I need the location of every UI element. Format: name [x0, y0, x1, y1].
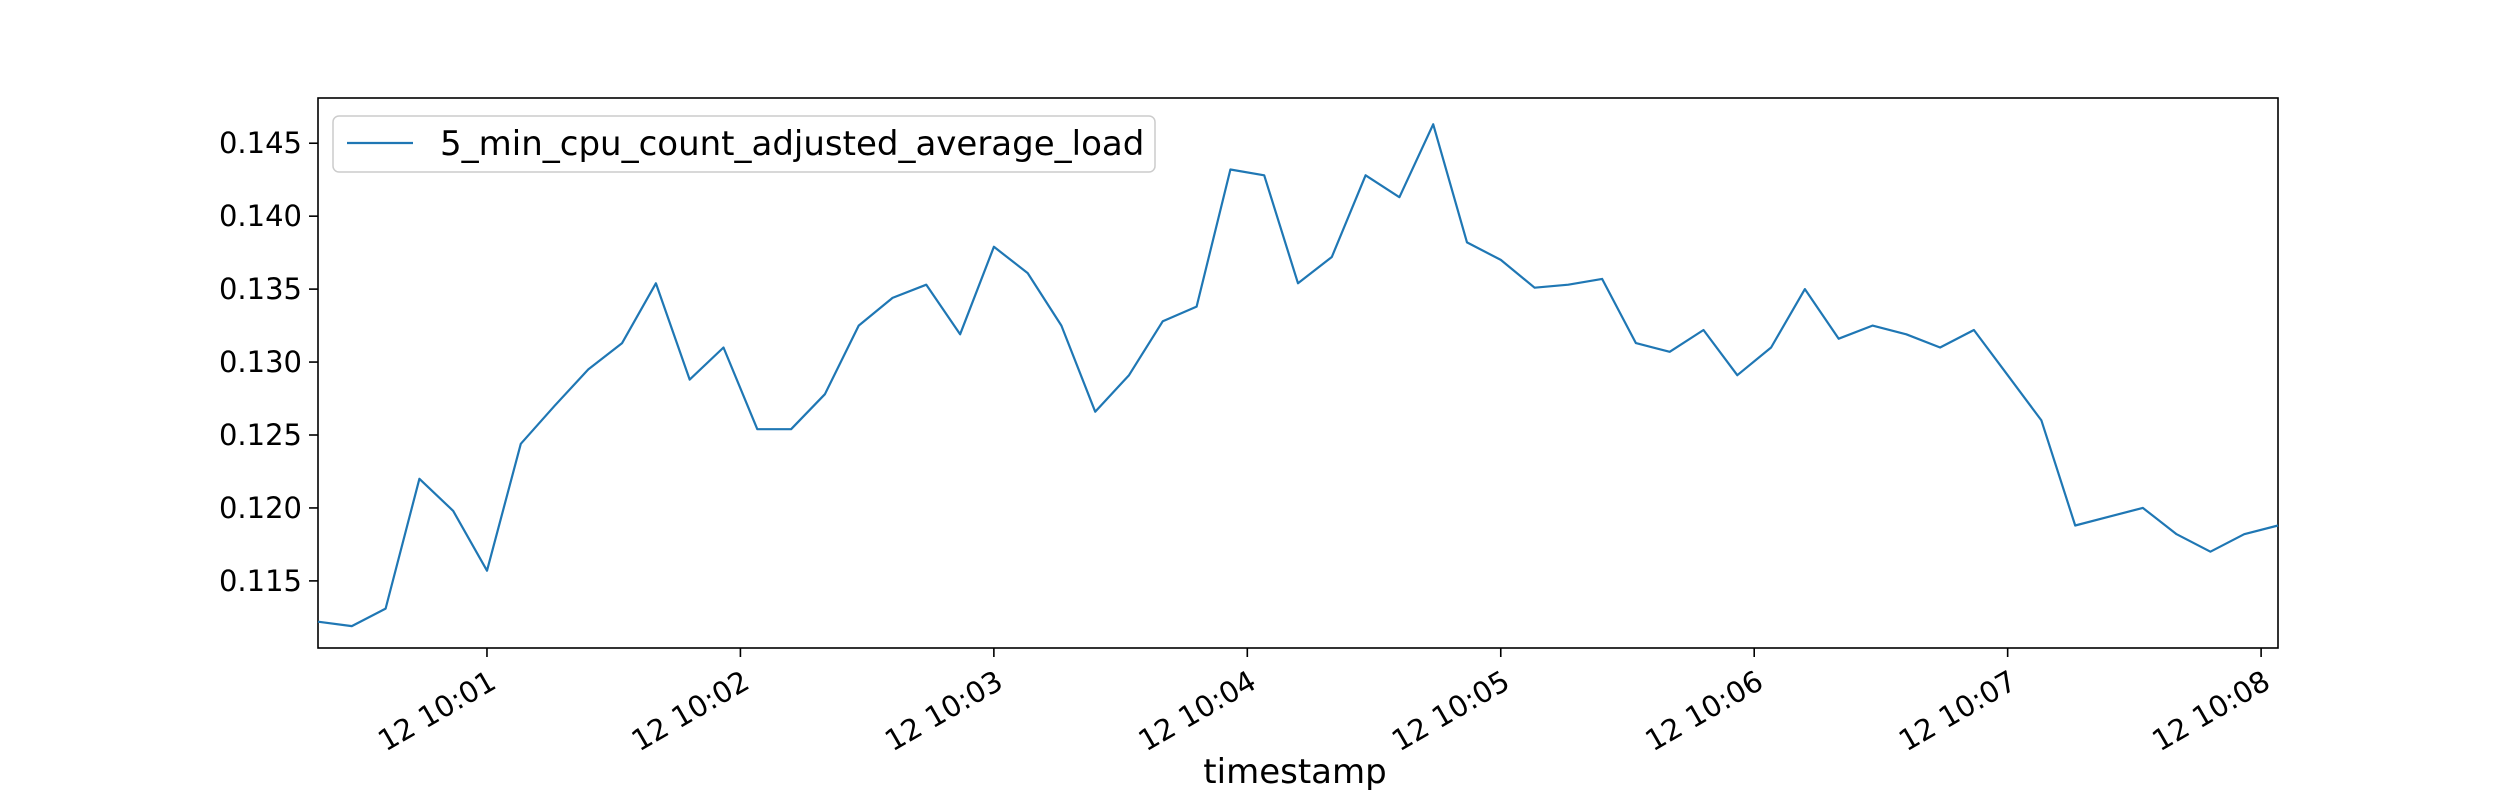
y-tick-label: 0.135	[219, 272, 302, 306]
plot-area	[317, 97, 2279, 649]
series-layer	[317, 123, 2279, 628]
y-tick-label: 0.145	[219, 126, 302, 160]
y-tick-label: 0.125	[219, 418, 302, 452]
series-line	[317, 123, 2279, 628]
y-tick-label: 0.120	[219, 491, 302, 525]
x-axis: 12 10:01 12 10:02 12 10:03 12 10:04 12 10:05…	[372, 648, 2276, 758]
y-tick-label: 0.130	[219, 345, 302, 379]
x-tick-label: 12 10:08	[2146, 664, 2275, 758]
x-tick-label: 12 10:03	[879, 664, 1008, 758]
x-tick-label: 12 10:06	[1639, 664, 1768, 758]
x-axis-title: timestamp	[1203, 752, 1386, 792]
x-tick-label: 12 10:05	[1386, 664, 1515, 758]
x-tick-label: 12 10:02	[626, 664, 755, 758]
plot-frame	[317, 97, 2279, 649]
x-tick-label: 12 10:07	[1893, 664, 2022, 758]
legend-label: 5_min_cpu_count_adjusted_average_load	[440, 124, 1144, 164]
legend-box	[332, 115, 1156, 173]
legend: 5_min_cpu_count_adjusted_average_load	[332, 115, 1156, 173]
y-tick-label: 0.115	[219, 564, 302, 598]
y-tick-label: 0.140	[219, 199, 302, 233]
y-axis: 0.115 0.120 0.125 0.130 0.135 0.140 0.145	[219, 126, 318, 598]
x-tick-label: 12 10:01	[372, 664, 501, 758]
x-tick-label: 12 10:04	[1132, 664, 1261, 758]
